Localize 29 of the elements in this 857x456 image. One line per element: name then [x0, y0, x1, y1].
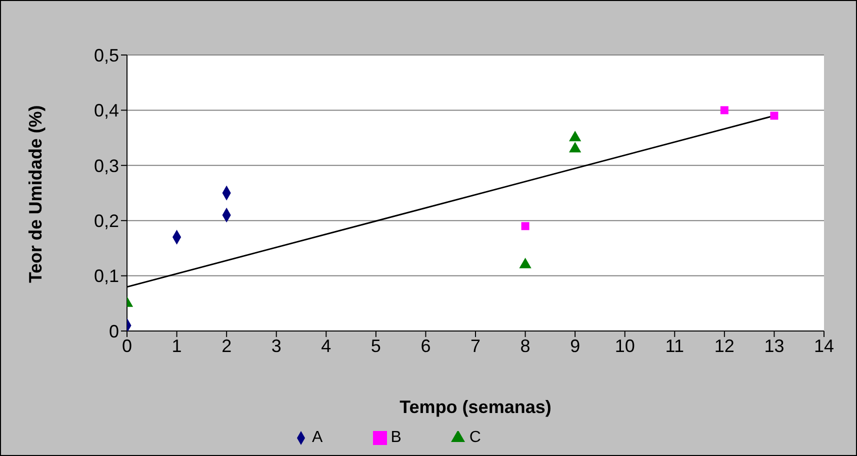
y-tick-label: 0,5: [94, 45, 119, 66]
y-tick-label: 0,2: [94, 210, 119, 231]
point: [521, 222, 530, 230]
legend-label: C: [469, 429, 481, 446]
x-axis-title: Tempo (semanas): [400, 397, 552, 417]
x-tick-label: 0: [122, 336, 132, 356]
legend-label: B: [390, 429, 402, 446]
y-tick-label: 0,4: [94, 100, 119, 121]
x-tick-label: 3: [271, 336, 282, 356]
x-tick-label: 11: [665, 336, 684, 356]
x-tick-label: 5: [370, 336, 381, 356]
y-tick-label: 0,3: [94, 156, 119, 176]
point: [770, 112, 778, 120]
x-tick-label: 6: [420, 336, 431, 356]
point: [720, 106, 728, 114]
x-tick-label: 1: [172, 336, 182, 356]
x-tick-label: 8: [520, 336, 530, 356]
x-tick-label: 10: [614, 336, 635, 356]
y-tick-label: 0: [108, 321, 119, 342]
x-tick-label: 14: [814, 336, 834, 356]
y-tick-label: 0,1: [94, 266, 119, 286]
x-tick-label: 9: [570, 336, 580, 356]
x-tick-label: 7: [470, 336, 481, 356]
legend-label: A: [312, 429, 323, 446]
x-tick-label: 2: [222, 336, 232, 356]
x-tick-label: 13: [764, 336, 784, 356]
x-tick-label: 4: [321, 336, 332, 356]
y-axis-title: Teor de Umidade (%): [25, 105, 46, 283]
x-tick-label: 12: [714, 336, 734, 356]
